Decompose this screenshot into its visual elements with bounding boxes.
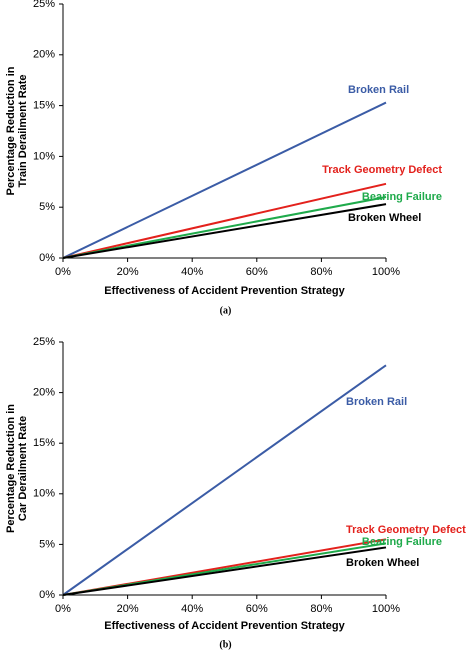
caption: (a) <box>220 305 232 316</box>
y-tick-label: 5% <box>39 538 55 550</box>
y-tick-label: 10% <box>33 150 55 162</box>
x-tick-label: 100% <box>372 266 400 278</box>
series-label: Bearing Failure <box>362 536 442 548</box>
series-label: Track Geometry Defect <box>346 524 466 536</box>
x-tick-label: 0% <box>55 266 71 278</box>
x-tick-label: 80% <box>310 266 332 278</box>
series-label: Bearing Failure <box>362 191 442 203</box>
y-tick-label: 10% <box>33 488 55 500</box>
series-line <box>62 364 387 596</box>
x-tick-label: 60% <box>246 266 268 278</box>
x-tick-label: 40% <box>181 603 203 615</box>
y-tick-label: 20% <box>33 49 55 61</box>
y-axis-title: Percentage Reduction in <box>5 404 17 533</box>
y-axis-title: Train Derailment Rate <box>17 74 29 187</box>
series-line <box>62 546 387 596</box>
series-line <box>62 196 387 259</box>
series-label: Broken Rail <box>346 396 407 408</box>
x-tick-label: 60% <box>246 603 268 615</box>
series-label: Track Geometry Defect <box>322 164 442 176</box>
x-tick-label: 100% <box>372 603 400 615</box>
x-axis-title: Effectiveness of Accident Prevention Str… <box>104 620 345 632</box>
series-line <box>62 182 387 259</box>
series-line <box>62 101 387 259</box>
y-tick-label: 5% <box>39 201 55 213</box>
y-tick-label: 20% <box>33 387 55 399</box>
y-tick-label: 15% <box>33 437 55 449</box>
series-line <box>62 203 387 259</box>
x-tick-label: 0% <box>55 603 71 615</box>
series-label: Broken Rail <box>348 84 409 96</box>
x-tick-label: 20% <box>117 603 139 615</box>
x-tick-label: 80% <box>310 603 332 615</box>
caption: (b) <box>219 639 231 650</box>
y-axis-title: Car Derailment Rate <box>17 416 29 521</box>
series-label: Broken Wheel <box>348 212 421 224</box>
y-tick-label: 15% <box>33 100 55 112</box>
y-tick-label: 0% <box>39 589 55 601</box>
series-label: Broken Wheel <box>346 557 419 569</box>
y-axis-title: Percentage Reduction in <box>5 66 17 195</box>
y-tick-label: 0% <box>39 252 55 264</box>
x-tick-label: 40% <box>181 266 203 278</box>
y-tick-label: 25% <box>33 0 55 10</box>
x-tick-label: 20% <box>117 266 139 278</box>
x-axis-title: Effectiveness of Accident Prevention Str… <box>104 285 345 297</box>
y-tick-label: 25% <box>33 336 55 348</box>
